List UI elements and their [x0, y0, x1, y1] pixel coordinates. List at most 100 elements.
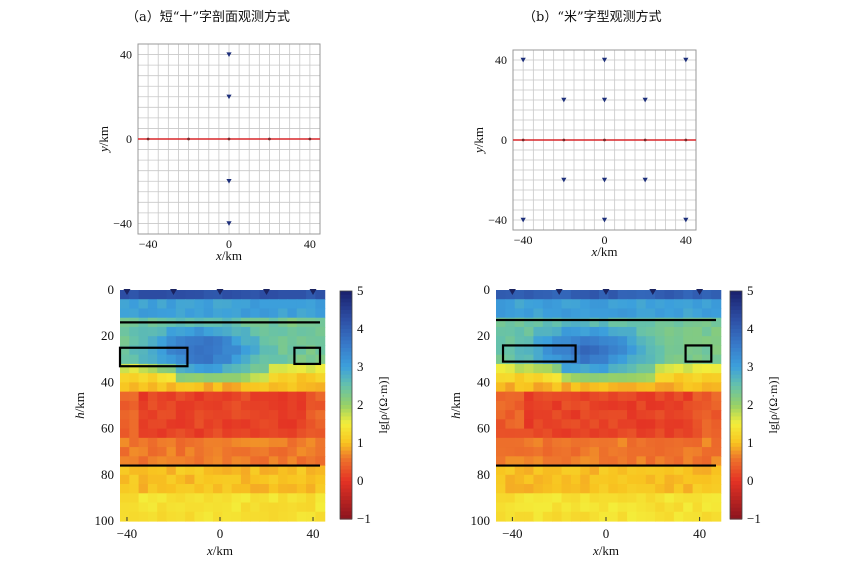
resa-xtick-label: 40 [307, 526, 320, 541]
resb-heatmap-cells [496, 290, 722, 522]
mapa-ytick-label: 40 [120, 48, 132, 62]
resb-colorbar [730, 291, 742, 520]
resb-ytick-label: 40 [477, 374, 490, 389]
resa-colorbar-label: lg[ρ/(Ω·m)] [376, 377, 390, 434]
mapb-ytick-label: 40 [495, 53, 507, 67]
resb-colorbar-frame [729, 290, 743, 520]
resa-colorbar-tick-label: 2 [357, 397, 364, 412]
mapb-station-marker [601, 57, 608, 63]
resa-colorbar-tick-label: 1 [357, 435, 364, 450]
resb-colorbar-tick-label: 5 [747, 283, 754, 298]
resb-anomaly-box [501, 344, 577, 363]
mapa-xtick-label: −40 [139, 237, 158, 251]
mapb-station-marker [601, 97, 608, 103]
mapa-profile-station [308, 137, 312, 141]
resb-ytick-label: 20 [477, 328, 490, 343]
resa-xtick-label: −40 [117, 526, 137, 541]
resb-station-marker [508, 289, 516, 295]
mapb-station-marker [683, 217, 689, 223]
mapb-station-marker [601, 217, 608, 223]
mapa-profile-station [146, 137, 150, 141]
resa-station-marker [309, 289, 317, 295]
mapb-ytick-label: −40 [488, 213, 507, 227]
mapb-station-marker [520, 217, 526, 223]
resa-colorbar-tick-label: 4 [357, 321, 364, 336]
resa-xtick-label: 0 [217, 526, 224, 541]
mapb-xtick-label: 0 [602, 233, 608, 247]
mapa-profile-station [227, 137, 231, 141]
resa-xlabel: x/km [206, 543, 233, 558]
resa-colorbar-frame [339, 290, 353, 520]
resb-station-marker [649, 289, 657, 295]
mapb-ytick-label: 0 [501, 133, 507, 147]
mapb-xtick-label: −40 [514, 233, 533, 247]
mapb-profile-station [521, 138, 525, 142]
mapb-profile-station [603, 138, 606, 142]
mapa-ytick-label: −40 [113, 216, 132, 230]
mapa-xtick-label: 0 [226, 237, 232, 251]
resb-station-marker [602, 289, 610, 295]
mapa-station-marker [226, 94, 232, 100]
resb-ytick-label: 100 [471, 513, 491, 528]
resa-ytick-label: 20 [101, 328, 114, 343]
resb-ylabel: h/km [448, 392, 463, 419]
resa-colorbar-tick-label: −1 [357, 511, 371, 526]
resb-colorbar-label: lg[ρ/(Ω·m)] [766, 377, 780, 434]
resa-station-marker [123, 289, 131, 295]
resb-ytick-label: 80 [477, 467, 490, 482]
resa-station-marker [263, 289, 271, 295]
panel-b-title: （b）“米”字型观测方式 [523, 10, 662, 25]
mapa-xlabel: x/km [215, 248, 242, 263]
resa-station-marker [169, 289, 177, 295]
resb-colorbar-tick-label: 3 [747, 359, 754, 374]
mapa-station-marker [226, 179, 232, 184]
mapb-station-marker [520, 57, 526, 63]
resb-xtick-label: 0 [603, 526, 610, 541]
resa-ytick-label: 100 [95, 513, 115, 528]
resb-colorbar-tick-label: 2 [747, 397, 754, 412]
resb-ytick-label: 0 [484, 282, 491, 297]
mapb-profile-station [562, 138, 566, 142]
mapb-station-marker [642, 97, 648, 103]
mapb-station-marker [642, 177, 648, 183]
resa-ytick-label: 80 [101, 467, 114, 482]
mapb-station-marker [683, 57, 689, 63]
mapa-ylabel: y/km [96, 126, 111, 154]
mapb-profile-station [643, 138, 647, 142]
mapb-ylabel: y/km [471, 127, 486, 155]
resa-ytick-label: 40 [101, 374, 114, 389]
mapa-station-marker [226, 221, 232, 226]
resb-colorbar-tick-label: 4 [747, 321, 754, 336]
resa-ytick-label: 0 [108, 282, 115, 297]
resb-station-marker [696, 289, 704, 295]
resa-ytick-label: 60 [101, 421, 114, 436]
mapa-station-marker [226, 52, 232, 57]
resa-colorbar-tick-label: 5 [357, 283, 364, 298]
resb-colorbar-tick-label: 0 [747, 473, 754, 488]
mapb-xlabel: x/km [590, 244, 617, 259]
resb-anomaly-box [684, 344, 713, 363]
resb-xtick-label: 40 [693, 526, 706, 541]
resb-xlabel: x/km [592, 543, 619, 558]
mapb-station-marker [561, 97, 567, 103]
resa-ylabel: h/km [72, 392, 87, 419]
mapb-xtick-label: 40 [680, 233, 692, 247]
resa-colorbar-tick-label: 0 [357, 473, 364, 488]
resa-colorbar-tick-label: 3 [357, 359, 364, 374]
resb-colorbar-tick-label: −1 [747, 511, 761, 526]
mapb-station-marker [561, 177, 567, 183]
resa-anomaly-box [118, 346, 189, 368]
resb-ytick-label: 60 [477, 421, 490, 436]
mapa-ytick-label: 0 [126, 132, 132, 146]
resb-station-marker [555, 289, 563, 295]
resa-anomaly-box [293, 346, 322, 366]
mapa-profile-station [187, 137, 190, 141]
mapa-xtick-label: 40 [304, 237, 316, 251]
resa-heatmap-cells [120, 290, 326, 522]
resa-colorbar [340, 291, 352, 520]
resb-xtick-label: −40 [502, 526, 522, 541]
resa-station-marker [216, 289, 224, 295]
panel-a-title: （a）短“十”字剖面观测方式 [126, 10, 291, 25]
mapa-profile-station [268, 137, 271, 141]
